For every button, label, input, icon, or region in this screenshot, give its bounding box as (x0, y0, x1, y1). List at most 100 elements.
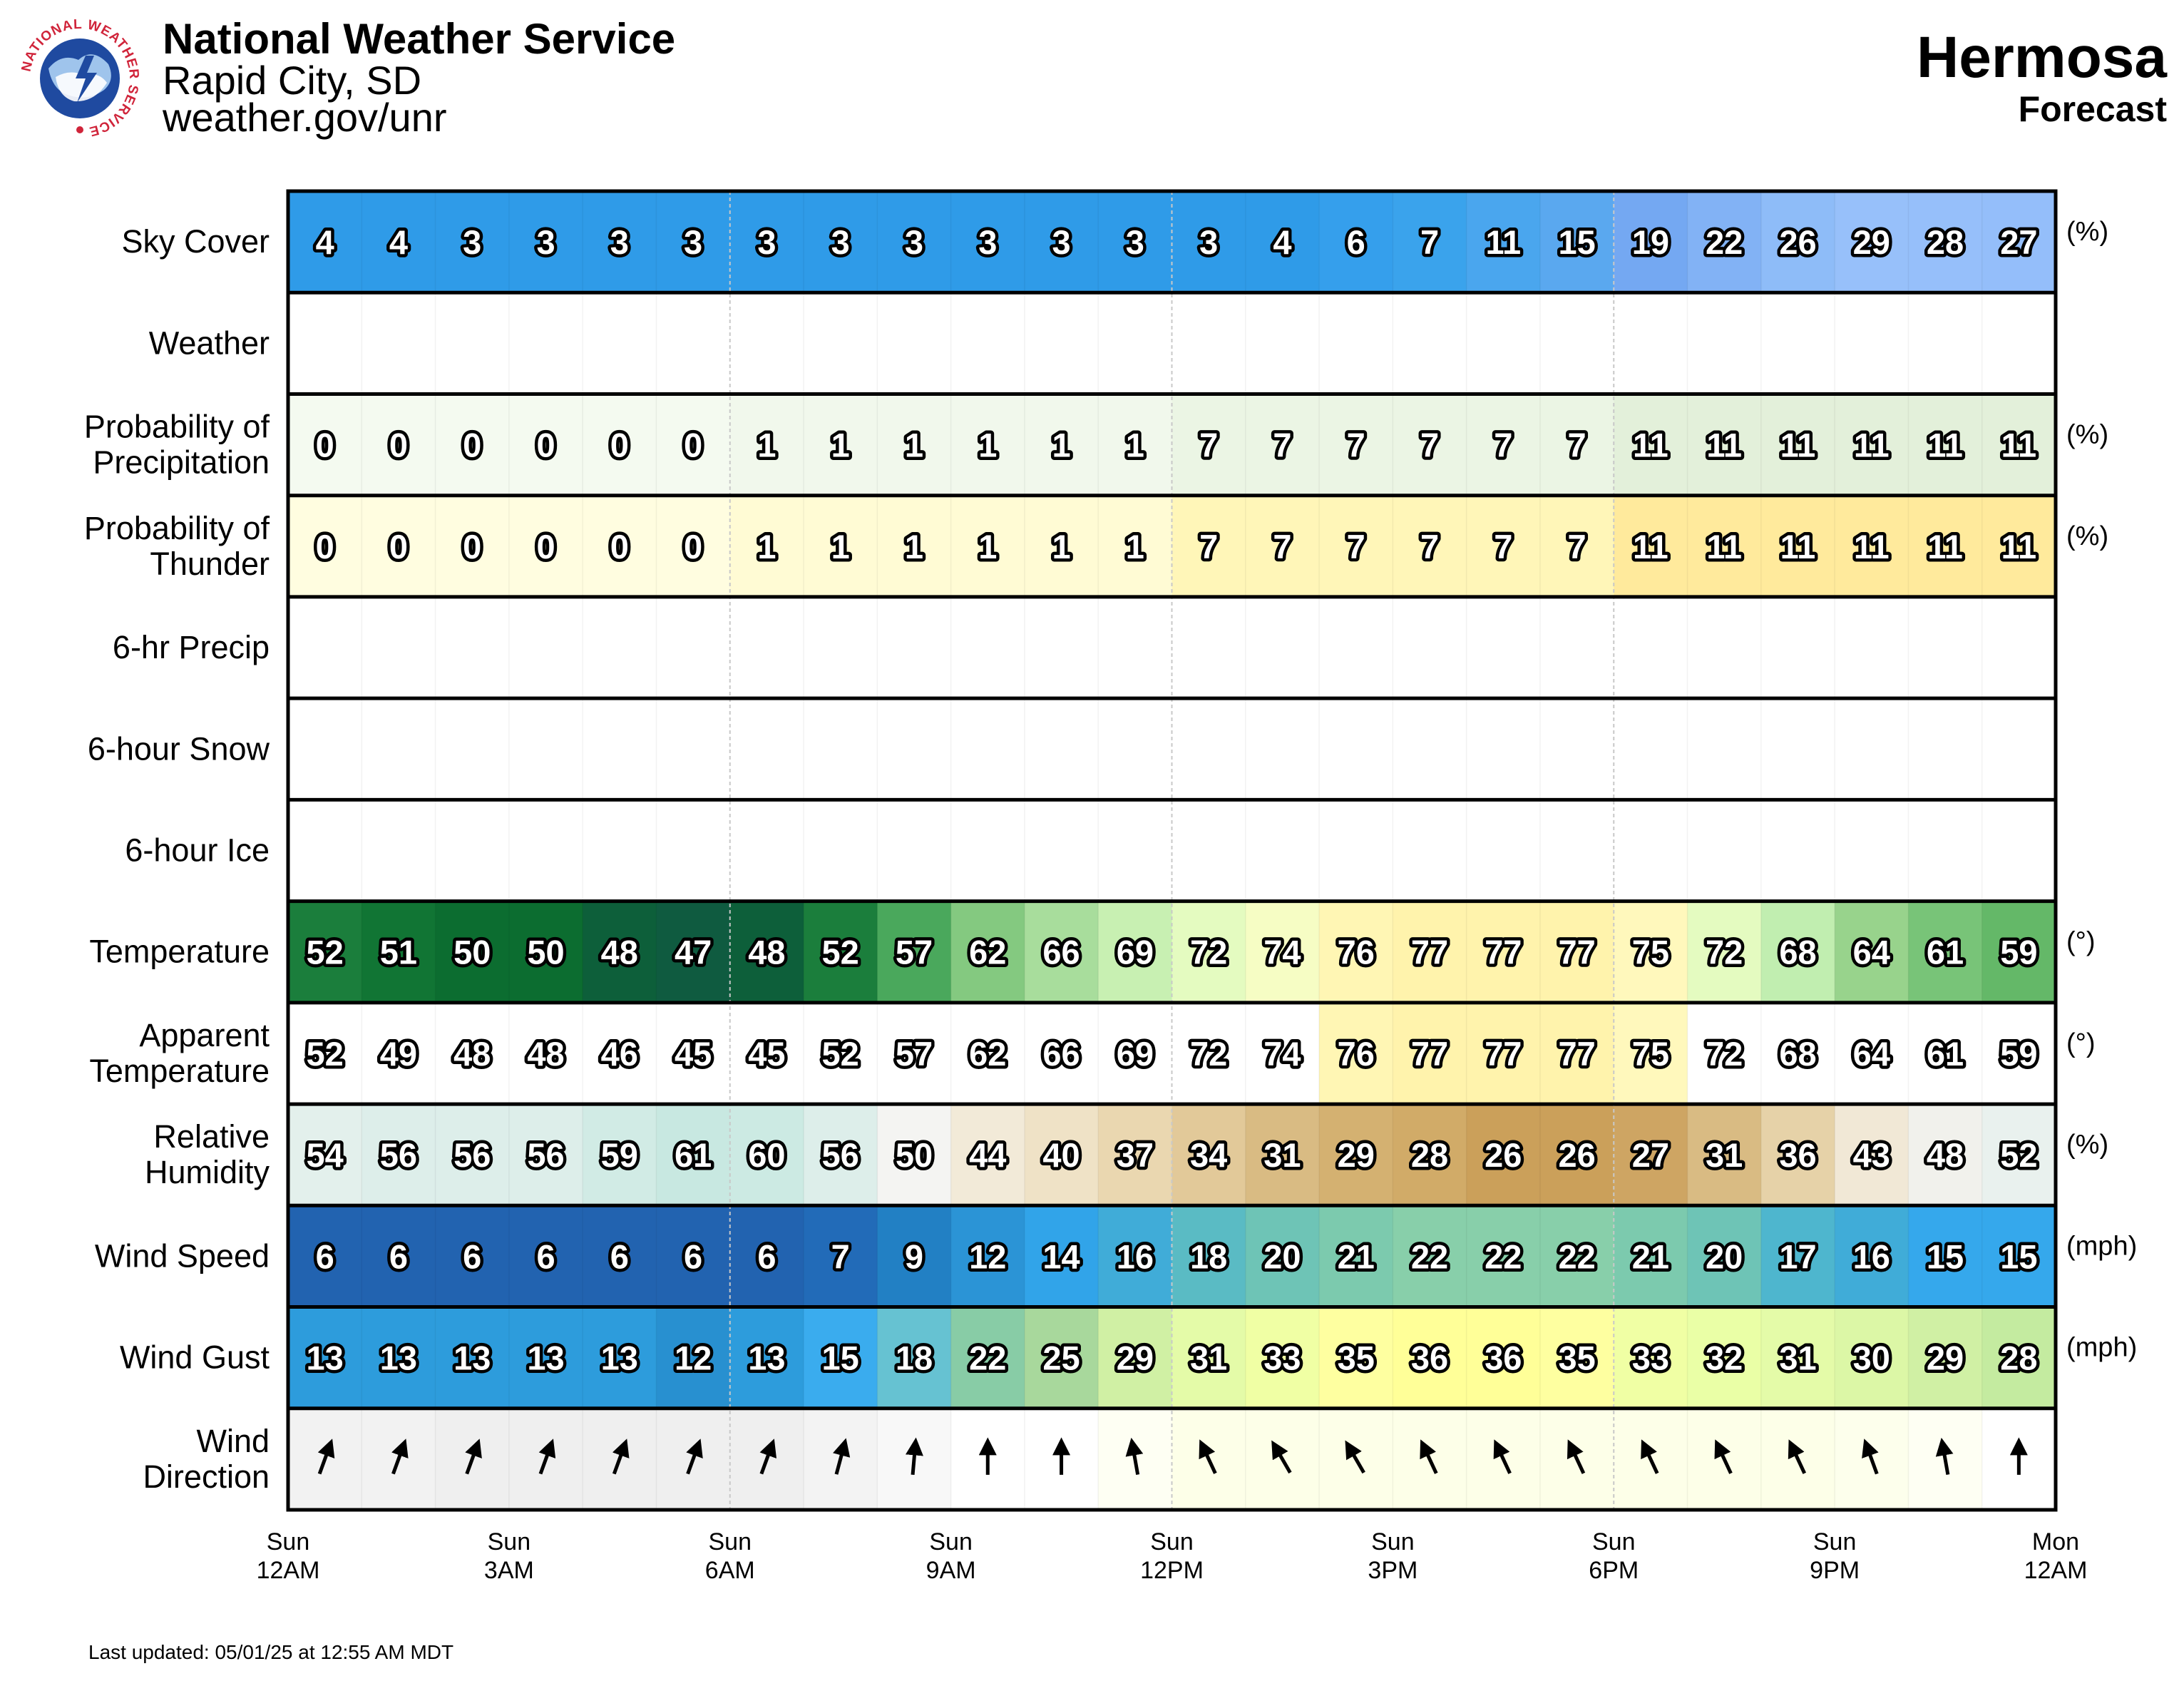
sky-cover-value: 4 (389, 223, 408, 261)
temperature-value: 61 (1927, 934, 1964, 971)
wind-gust-value: 13 (453, 1339, 491, 1377)
office-name: Rapid City, SD (163, 58, 422, 103)
sky-cover-cell (1687, 191, 1762, 293)
precip-probability-value: 0 (463, 426, 481, 464)
wind-gust-cell (288, 1307, 362, 1409)
wind-gust-value: 13 (380, 1339, 417, 1377)
temperature-cell (1908, 901, 1983, 1003)
thunder-probability-label: Thunder (150, 546, 270, 582)
sky-cover-cell (583, 191, 657, 293)
x-tick-time: 12AM (2024, 1557, 2088, 1584)
precip-probability-cell (877, 394, 952, 496)
wind-speed-cell (1245, 1205, 1320, 1307)
sky-cover-value: 3 (978, 223, 997, 261)
temperature-cell (583, 901, 657, 1003)
wind-gust-cell (508, 1307, 583, 1409)
precip-probability-value: 11 (2001, 426, 2037, 464)
precip-probability-value: 1 (831, 426, 850, 464)
wind-speed-value: 17 (1779, 1237, 1816, 1275)
x-tick-time: 12AM (257, 1557, 320, 1584)
temperature-cell (508, 901, 583, 1003)
wind-speed-value: 21 (1632, 1237, 1669, 1275)
thunder-probability-cell (1614, 495, 1688, 597)
relative-humidity-cell (1539, 1104, 1614, 1206)
wind-speed-cell (583, 1205, 657, 1307)
apparent-temperature-cell (1024, 1002, 1099, 1105)
wind-direction-arrow (686, 1439, 703, 1475)
thunder-probability-cell (1539, 495, 1614, 597)
sky-cover-cell (508, 191, 583, 293)
wind-speed-value: 22 (1558, 1237, 1595, 1275)
precip-probability-cell (804, 394, 878, 496)
precip-probability-value: 7 (1494, 426, 1512, 464)
precip-probability-cell (1393, 394, 1467, 496)
thunder-probability-value: 1 (905, 528, 923, 566)
wind-direction-arrow (1862, 1439, 1879, 1475)
apparent-temperature-cell (1760, 1002, 1835, 1105)
wind-direction-arrow (1271, 1440, 1292, 1474)
apparent-temperature-label: Apparent (139, 1017, 270, 1053)
relative-humidity-cell (1319, 1104, 1393, 1206)
apparent-temperature-value: 45 (748, 1035, 785, 1073)
wind-speed-value: 12 (969, 1237, 1006, 1275)
thunder-probability-value: 11 (1633, 528, 1668, 566)
relative-humidity-value: 44 (969, 1136, 1006, 1174)
wind-speed-cell (288, 1205, 362, 1307)
wind-gust-cell (1835, 1307, 1909, 1409)
relative-humidity-cell (1172, 1104, 1246, 1206)
sky-cover-cell (1539, 191, 1614, 293)
wind-gust-value: 29 (1117, 1339, 1154, 1377)
wind-gust-cell (1687, 1307, 1762, 1409)
relative-humidity-value: 31 (1263, 1136, 1301, 1174)
sky-cover-unit: (%) (2066, 217, 2108, 247)
precip-probability-value: 7 (1199, 426, 1218, 464)
relative-humidity-cell (656, 1104, 731, 1206)
wind-gust-value: 31 (1779, 1339, 1816, 1377)
wind-gust-cell (1319, 1307, 1393, 1409)
wind-speed-cell (435, 1205, 510, 1307)
precip-probability-value: 11 (1780, 426, 1816, 464)
sky-cover-cell (1245, 191, 1320, 293)
wind-speed-cell (1687, 1205, 1762, 1307)
wind-speed-value: 6 (610, 1237, 629, 1275)
wind-gust-unit: (mph) (2066, 1333, 2137, 1363)
precip-probability-value: 1 (757, 426, 776, 464)
temperature-value: 59 (2000, 934, 2037, 971)
relative-humidity-cell (1098, 1104, 1173, 1206)
relative-humidity-cell (288, 1104, 362, 1206)
temperature-value: 76 (1338, 934, 1375, 971)
temperature-cell (950, 901, 1025, 1003)
wind-direction-arrow (1714, 1439, 1733, 1474)
temperature-cell (1024, 901, 1099, 1003)
wind-gust-label: Wind Gust (120, 1339, 270, 1376)
wind-speed-cell (1172, 1205, 1246, 1307)
wind-gust-cell (656, 1307, 731, 1409)
wind-gust-cell (1098, 1307, 1173, 1409)
sky-cover-cell (1172, 191, 1246, 293)
x-tick-day: Sun (1150, 1528, 1194, 1555)
apparent-temperature-value: 77 (1558, 1035, 1595, 1073)
sky-cover-value: 3 (1052, 223, 1070, 261)
temperature-cell (288, 901, 362, 1003)
temperature-value: 48 (748, 934, 785, 971)
x-tick-day: Sun (1371, 1528, 1415, 1555)
sky-cover-value: 11 (1485, 223, 1521, 261)
wind-speed-value: 6 (389, 1237, 408, 1275)
x-tick-day: Sun (929, 1528, 973, 1555)
org-name: National Weather Service (163, 15, 676, 63)
wind-speed-value: 16 (1853, 1237, 1890, 1275)
precip-probability-cell (1908, 394, 1983, 496)
wind-speed-cell (1835, 1205, 1909, 1307)
office-url-link[interactable]: weather.gov/unr (163, 95, 447, 140)
wind-speed-value: 20 (1263, 1237, 1301, 1275)
temperature-value: 72 (1706, 934, 1743, 971)
temperature-cell (1982, 901, 2056, 1003)
relative-humidity-cell (508, 1104, 583, 1206)
apparent-temperature-cell (1835, 1002, 1909, 1105)
sky-cover-value: 3 (831, 223, 850, 261)
relative-humidity-value: 56 (822, 1136, 859, 1174)
thunder-probability-value: 0 (536, 528, 555, 566)
relative-humidity-value: 37 (1117, 1136, 1154, 1174)
wind-speed-cell (950, 1205, 1025, 1307)
temperature-value: 77 (1485, 934, 1522, 971)
